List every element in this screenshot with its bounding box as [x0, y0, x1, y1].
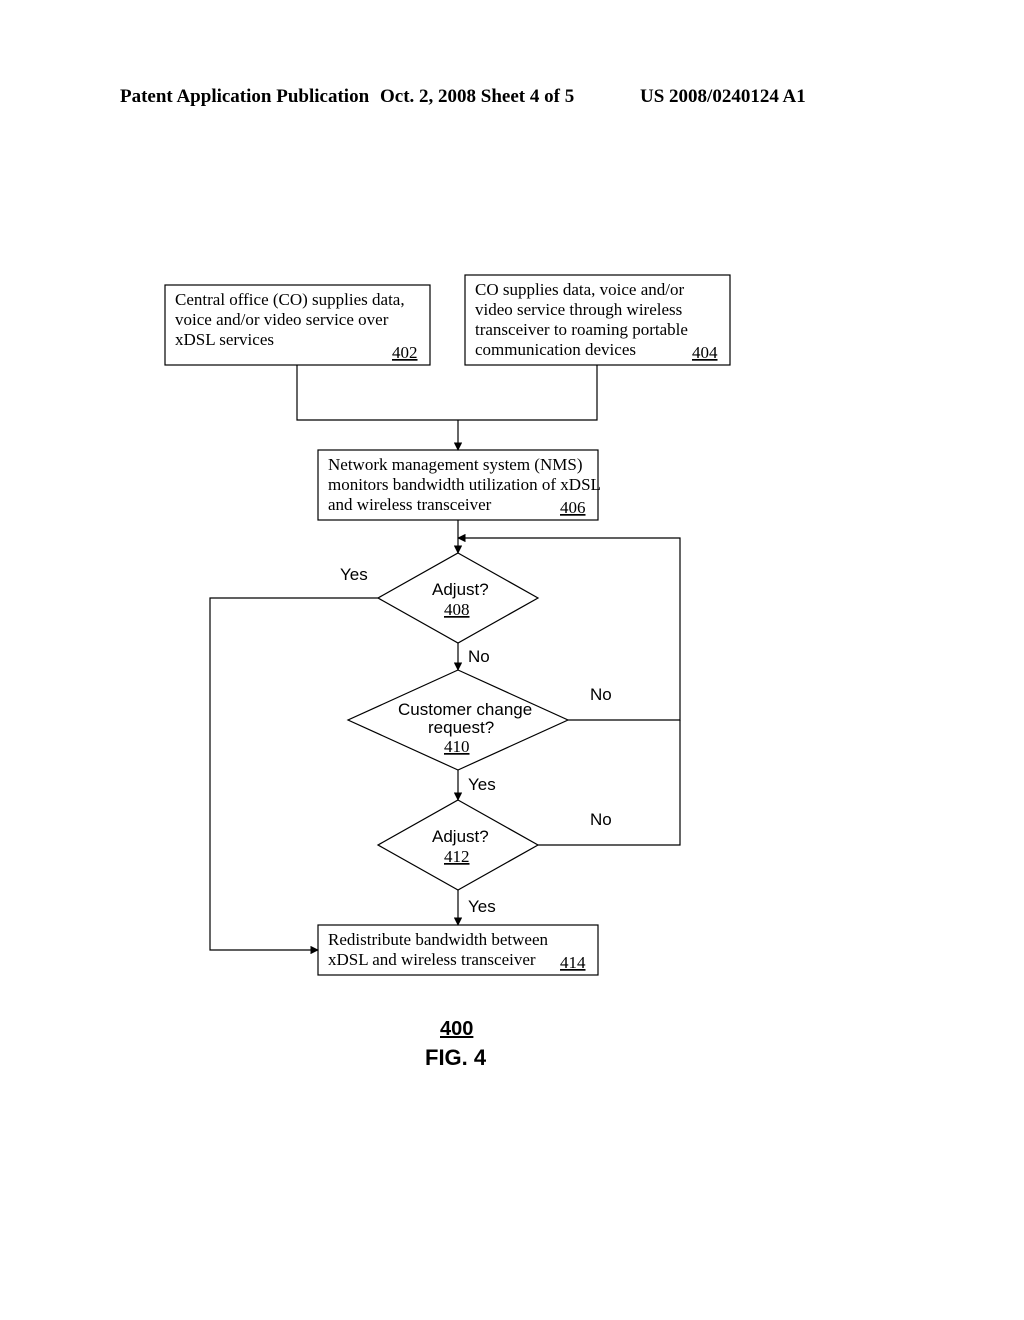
figure-number: 400	[440, 1018, 473, 1040]
node-410-line1: Customer change	[398, 700, 532, 719]
node-406: Network management system (NMS) monitors…	[318, 450, 601, 520]
node-404: CO supplies data, voice and/or video ser…	[465, 275, 730, 365]
node-404-line4: communication devices	[475, 340, 636, 359]
node-414-line2: xDSL and wireless transceiver	[328, 950, 536, 969]
node-410: Customer change request? 410	[348, 670, 568, 770]
node-406-line1: Network management system (NMS)	[328, 455, 582, 474]
node-402: Central office (CO) supplies data, voice…	[165, 285, 430, 365]
label-412-no: No	[590, 810, 612, 829]
node-404-line2: video service through wireless	[475, 300, 682, 319]
node-414: Redistribute bandwidth between xDSL and …	[318, 925, 598, 975]
node-412-ref: 412	[444, 847, 470, 866]
node-404-ref: 404	[692, 343, 718, 362]
node-402-line2: voice and/or video service over	[175, 310, 389, 329]
node-412: Adjust? 412	[378, 800, 538, 890]
node-402-line1: Central office (CO) supplies data,	[175, 290, 405, 309]
label-410-no: No	[590, 685, 612, 704]
node-406-ref: 406	[560, 498, 586, 517]
node-412-line1: Adjust?	[432, 827, 489, 846]
node-404-line3: transceiver to roaming portable	[475, 320, 688, 339]
label-412-yes: Yes	[468, 897, 496, 916]
label-410-yes: Yes	[468, 775, 496, 794]
label-408-no: No	[468, 647, 490, 666]
edge-404-406	[458, 365, 597, 420]
node-408-line1: Adjust?	[432, 580, 489, 599]
label-408-yes: Yes	[340, 565, 368, 584]
node-408-ref: 408	[444, 600, 470, 619]
edge-402-406	[297, 365, 458, 420]
edge-408-414	[210, 598, 378, 950]
node-404-line1: CO supplies data, voice and/or	[475, 280, 684, 299]
node-408: Adjust? 408	[378, 553, 538, 643]
node-402-ref: 402	[392, 343, 418, 362]
node-414-ref: 414	[560, 953, 586, 972]
flowchart-svg: Central office (CO) supplies data, voice…	[0, 0, 1024, 1320]
node-402-line3: xDSL services	[175, 330, 274, 349]
node-410-line2: request?	[428, 718, 494, 737]
node-406-line2: monitors bandwidth utilization of xDSL	[328, 475, 601, 494]
node-406-line3: and wireless transceiver	[328, 495, 492, 514]
node-410-ref: 410	[444, 737, 470, 756]
node-414-line1: Redistribute bandwidth between	[328, 930, 549, 949]
figure-label: FIG. 4	[425, 1045, 487, 1070]
